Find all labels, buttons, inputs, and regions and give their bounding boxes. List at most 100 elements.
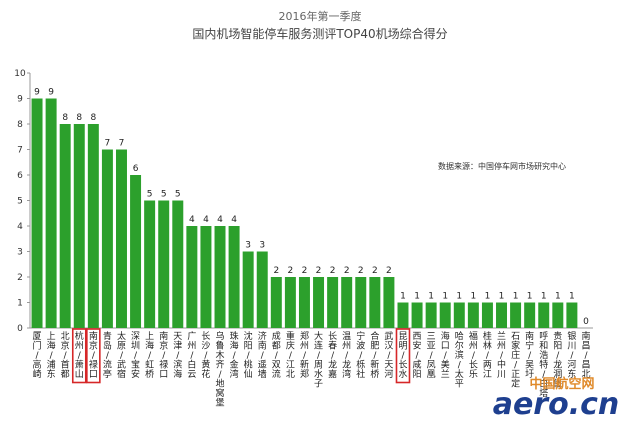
data-label: 8 xyxy=(76,113,82,123)
bar xyxy=(538,302,550,328)
chart-title: 2016年第一季度 xyxy=(279,9,362,23)
bar xyxy=(298,277,310,328)
bar xyxy=(355,277,367,328)
category-label: 上海/虹桥 xyxy=(145,331,154,380)
y-tick-label: 0 xyxy=(17,324,23,334)
y-tick-label: 4 xyxy=(17,222,23,232)
category-label: 广州/白云 xyxy=(187,330,196,380)
category-label: 石家庄/正定 xyxy=(511,332,520,390)
data-label: 1 xyxy=(414,292,420,302)
bar xyxy=(158,200,170,328)
data-label: 5 xyxy=(175,190,181,200)
data-label: 3 xyxy=(259,241,265,251)
bar xyxy=(45,98,57,328)
y-tick-label: 1 xyxy=(17,299,23,309)
bar xyxy=(144,200,156,328)
category-label: 银川/河东 xyxy=(567,330,576,380)
category-label: 济南/遥墙 xyxy=(258,330,267,380)
bar xyxy=(101,149,113,328)
bar xyxy=(510,302,522,328)
category-label: 宁波/栎社 xyxy=(356,330,365,380)
category-label: 福州/长乐 xyxy=(469,330,478,380)
data-label: 1 xyxy=(527,292,533,302)
bar xyxy=(256,251,268,328)
category-label: 太原/武宿 xyxy=(117,330,126,380)
bar xyxy=(383,277,395,328)
y-tick-labels: 0 1 2 3 4 5 6 7 8 9 10 xyxy=(14,69,30,334)
highlight-boxes xyxy=(71,328,411,384)
bar xyxy=(214,226,226,328)
category-label: 南昌/昌北 xyxy=(581,330,590,380)
y-tick-label: 6 xyxy=(17,171,23,181)
bar xyxy=(59,124,71,328)
bar xyxy=(284,277,296,328)
category-label: 杭州/萧山 xyxy=(75,330,84,380)
bar xyxy=(31,98,43,328)
category-label: 乌鲁木齐/地窝堡 xyxy=(216,330,225,409)
data-label: 2 xyxy=(372,266,378,276)
aero-watermark: 中国航空网 aero.cn xyxy=(493,376,620,422)
bar xyxy=(439,302,451,328)
data-label: 2 xyxy=(273,266,279,276)
data-label: 5 xyxy=(161,190,167,200)
category-label: 南宁/吴圩 xyxy=(525,330,534,380)
bar xyxy=(566,302,578,328)
data-label: 4 xyxy=(231,215,237,225)
bar xyxy=(425,302,437,328)
category-label: 成都/双流 xyxy=(272,330,281,380)
category-label: 珠海/金湾 xyxy=(230,330,239,380)
data-label: 1 xyxy=(456,292,462,302)
data-label: 0 xyxy=(583,317,589,327)
y-tick-label: 2 xyxy=(17,273,23,283)
data-label: 1 xyxy=(499,292,505,302)
bar xyxy=(115,149,127,328)
bar xyxy=(200,226,212,328)
data-label: 1 xyxy=(569,292,575,302)
data-label: 2 xyxy=(302,266,308,276)
category-label: 南京/禄口 xyxy=(89,330,98,380)
chart-subtitle: 国内机场智能停车服务测评TOP40机场综合得分 xyxy=(192,26,447,41)
y-tick-label: 7 xyxy=(17,146,23,156)
bar xyxy=(524,302,536,328)
bar xyxy=(87,124,99,328)
category-label: 上海/浦东 xyxy=(47,331,56,380)
category-label: 呼和浩特/白塔 xyxy=(539,331,548,399)
data-label: 1 xyxy=(442,292,448,302)
bar xyxy=(73,124,85,328)
category-label: 海口/美兰 xyxy=(441,330,450,380)
bar xyxy=(313,277,325,328)
highlight-box xyxy=(86,328,101,384)
data-label: 8 xyxy=(62,113,68,123)
category-label: 哈尔滨/太平 xyxy=(455,330,464,390)
category-label: 温州/龙湾 xyxy=(342,331,351,380)
data-label: 1 xyxy=(541,292,547,302)
bar xyxy=(411,302,423,328)
category-label: 重庆/江北 xyxy=(286,330,295,380)
data-label: 2 xyxy=(330,266,336,276)
bar xyxy=(467,302,479,328)
bar xyxy=(130,175,142,328)
bar xyxy=(453,302,465,328)
category-label: 大连/周水子 xyxy=(314,330,323,390)
category-label: 北京/首都 xyxy=(61,331,70,380)
category-label: 沈阳/桃仙 xyxy=(244,330,253,380)
highlight-box xyxy=(395,328,411,384)
bar xyxy=(186,226,198,328)
bar xyxy=(552,302,564,328)
data-label: 9 xyxy=(48,88,54,98)
y-tick-label: 8 xyxy=(17,120,23,130)
category-label: 深圳/宝安 xyxy=(131,331,140,380)
bar xyxy=(397,302,409,328)
category-label: 三亚/凤凰 xyxy=(427,332,436,380)
y-tick-label: 10 xyxy=(14,69,26,79)
bar xyxy=(496,302,508,328)
data-label: 2 xyxy=(288,266,294,276)
data-label: 1 xyxy=(470,292,476,302)
data-label: 2 xyxy=(386,266,392,276)
category-label: 武汉/天河 xyxy=(384,330,393,380)
source-note: 数据来源：中国停车网市场研究中心 xyxy=(438,161,566,171)
data-label: 2 xyxy=(344,266,350,276)
data-label: 1 xyxy=(555,292,561,302)
data-label: 5 xyxy=(147,190,153,200)
